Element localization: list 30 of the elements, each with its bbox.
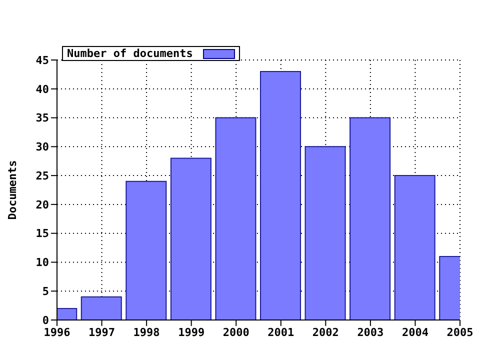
x-tick-label: 1997 [88, 326, 116, 339]
bar [260, 71, 301, 320]
y-tick-label: 10 [36, 256, 49, 270]
y-tick-label: 15 [36, 227, 49, 240]
x-tick-label: 2002 [312, 326, 339, 339]
text: Number of documents [67, 47, 193, 60]
y-tick-label: 45 [36, 54, 49, 67]
y-tick-label: 25 [36, 169, 49, 182]
x-tick-label: 1996 [44, 326, 71, 339]
x-tick-label: 2001 [268, 326, 295, 339]
bar [215, 117, 256, 320]
bar [304, 146, 346, 320]
x-tick-label: 1999 [178, 326, 205, 339]
y-tick-label: 0 [42, 314, 49, 327]
y-tick-label: 5 [42, 285, 49, 298]
bar [126, 180, 167, 320]
x-tick-label: 2004 [402, 326, 429, 339]
bar [394, 175, 436, 320]
x-tick-label: 2005 [446, 326, 474, 339]
y-tick-label: 40 [36, 82, 49, 96]
bar [350, 117, 391, 320]
y-tick-label: 20 [36, 198, 49, 212]
bar [80, 296, 122, 320]
bar [170, 158, 212, 320]
y-tick-label: 35 [36, 112, 49, 125]
x-tick-label: 2003 [357, 326, 384, 339]
x-tick-label: 1998 [133, 326, 160, 339]
x-tick-label: 2000 [222, 326, 250, 339]
y-tick-label: 30 [36, 140, 49, 154]
y-axis-title: Documents [6, 160, 19, 220]
